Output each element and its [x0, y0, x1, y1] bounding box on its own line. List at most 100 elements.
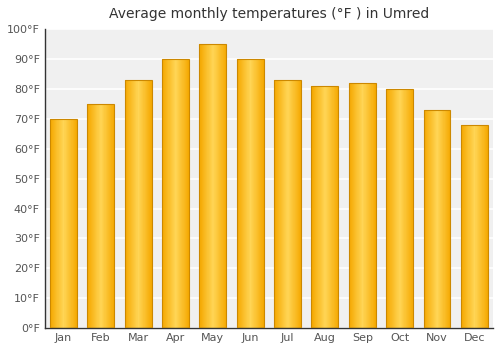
Bar — [150, 80, 151, 328]
Bar — [427, 110, 428, 328]
Bar — [475, 125, 476, 328]
Bar — [291, 80, 292, 328]
Bar — [402, 89, 403, 328]
Bar — [91, 104, 92, 328]
Bar — [289, 80, 290, 328]
Bar — [466, 125, 467, 328]
Bar — [278, 80, 279, 328]
Title: Average monthly temperatures (°F ) in Umred: Average monthly temperatures (°F ) in Um… — [108, 7, 429, 21]
Bar — [434, 110, 435, 328]
Bar — [471, 125, 472, 328]
Bar — [218, 44, 220, 328]
Bar — [200, 44, 226, 328]
Bar — [174, 59, 175, 328]
Bar — [299, 80, 300, 328]
Bar — [349, 83, 376, 328]
Bar — [393, 89, 394, 328]
Bar — [55, 119, 56, 328]
Bar — [169, 59, 170, 328]
Bar — [175, 59, 176, 328]
Bar — [140, 80, 141, 328]
Bar — [412, 89, 413, 328]
Bar — [173, 59, 174, 328]
Bar — [317, 86, 318, 328]
Bar — [206, 44, 207, 328]
Bar — [96, 104, 97, 328]
Bar — [478, 125, 479, 328]
Bar — [326, 86, 327, 328]
Bar — [216, 44, 217, 328]
Bar — [335, 86, 336, 328]
Bar — [359, 83, 360, 328]
Bar — [284, 80, 285, 328]
Bar — [407, 89, 408, 328]
Bar — [283, 80, 284, 328]
Bar — [104, 104, 105, 328]
Bar — [220, 44, 221, 328]
Bar — [386, 89, 388, 328]
Bar — [249, 59, 250, 328]
Bar — [201, 44, 202, 328]
Bar — [351, 83, 352, 328]
Bar — [329, 86, 330, 328]
Bar — [54, 119, 55, 328]
Bar — [408, 89, 409, 328]
Bar — [134, 80, 135, 328]
Bar — [107, 104, 108, 328]
Bar — [50, 119, 77, 328]
Bar — [64, 119, 65, 328]
Bar — [179, 59, 180, 328]
Bar — [167, 59, 168, 328]
Bar — [215, 44, 216, 328]
Bar — [443, 110, 444, 328]
Bar — [138, 80, 139, 328]
Bar — [370, 83, 371, 328]
Bar — [183, 59, 184, 328]
Bar — [236, 59, 264, 328]
Bar — [130, 80, 131, 328]
Bar — [143, 80, 144, 328]
Bar — [323, 86, 324, 328]
Bar — [112, 104, 113, 328]
Bar — [186, 59, 187, 328]
Bar — [147, 80, 148, 328]
Bar — [75, 119, 76, 328]
Bar — [366, 83, 367, 328]
Bar — [62, 119, 63, 328]
Bar — [274, 80, 275, 328]
Bar — [133, 80, 134, 328]
Bar — [111, 104, 112, 328]
Bar — [176, 59, 177, 328]
Bar — [350, 83, 351, 328]
Bar — [135, 80, 136, 328]
Bar — [224, 44, 225, 328]
Bar — [479, 125, 480, 328]
Bar — [124, 80, 125, 328]
Bar — [288, 80, 289, 328]
Bar — [399, 89, 400, 328]
Bar — [282, 80, 283, 328]
Bar — [188, 59, 189, 328]
Bar — [67, 119, 68, 328]
Bar — [482, 125, 483, 328]
Bar — [352, 83, 353, 328]
Bar — [321, 86, 322, 328]
Bar — [253, 59, 254, 328]
Bar — [424, 110, 425, 328]
Bar — [403, 89, 404, 328]
Bar — [395, 89, 396, 328]
Bar — [141, 80, 142, 328]
Bar — [324, 86, 325, 328]
Bar — [243, 59, 244, 328]
Bar — [246, 59, 247, 328]
Bar — [210, 44, 211, 328]
Bar — [398, 89, 399, 328]
Bar — [139, 80, 140, 328]
Bar — [178, 59, 179, 328]
Bar — [484, 125, 485, 328]
Bar — [163, 59, 164, 328]
Bar — [436, 110, 437, 328]
Bar — [205, 44, 206, 328]
Bar — [337, 86, 338, 328]
Bar — [207, 44, 208, 328]
